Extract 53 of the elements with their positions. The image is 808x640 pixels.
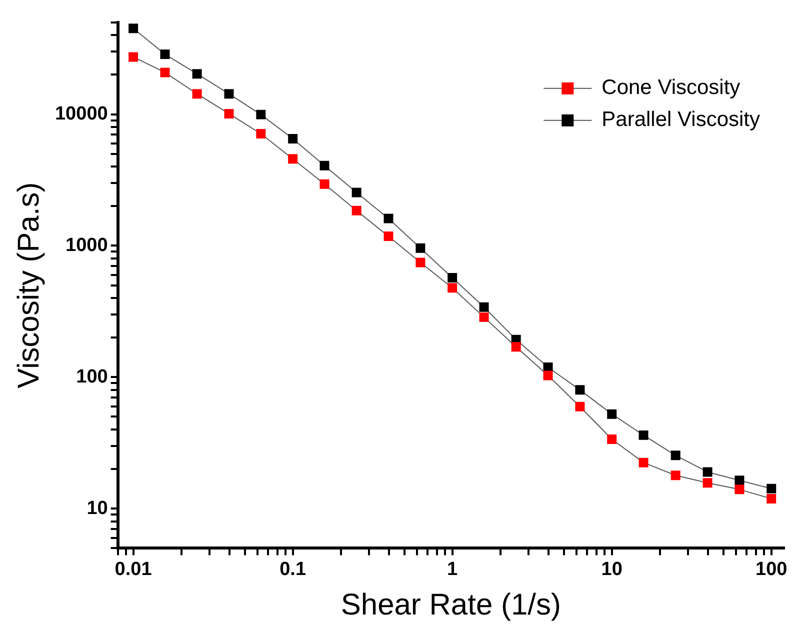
point: [288, 134, 298, 144]
point: [702, 478, 712, 488]
point: [288, 154, 298, 164]
point: [128, 24, 138, 34]
point: [575, 402, 585, 412]
point: [352, 206, 362, 216]
x-tick-label: 10: [601, 558, 622, 580]
point: [192, 89, 202, 99]
point: [734, 484, 744, 494]
point: [702, 467, 712, 477]
point: [670, 450, 680, 460]
point: [479, 302, 489, 312]
point: [766, 494, 776, 504]
point: [256, 129, 266, 138]
y-tick-label: 10000: [54, 104, 108, 125]
point: [416, 258, 426, 268]
point: [160, 50, 170, 60]
point: [320, 160, 330, 170]
point: [479, 312, 489, 322]
point: [384, 232, 394, 242]
point: [224, 108, 234, 118]
point: [256, 110, 266, 120]
point: [766, 484, 776, 494]
point: [192, 69, 202, 79]
point: [543, 370, 553, 380]
point: [670, 470, 680, 480]
point: [416, 243, 426, 253]
y-tick-label: 100: [76, 366, 108, 388]
point: [607, 409, 617, 419]
point: [320, 179, 330, 189]
legend-label: Cone Viscosity: [602, 76, 741, 100]
y-tick-label: 10: [86, 498, 108, 519]
y-tick-label: 1000: [66, 234, 108, 256]
point: [224, 89, 234, 99]
x-tick-label: 100: [756, 558, 788, 580]
point: [638, 430, 648, 440]
point: [128, 52, 138, 62]
x-tick-label: 1: [447, 558, 458, 580]
point: [160, 68, 170, 78]
point: [638, 458, 648, 468]
y-axis-title: Viscosity (Pa.s): [12, 182, 46, 388]
point: [575, 385, 585, 395]
point: [734, 476, 744, 486]
x-tick-label: 0.01: [114, 558, 152, 580]
point: [511, 342, 521, 352]
x-tick-label: 0.1: [280, 558, 306, 580]
point: [448, 283, 458, 293]
point: [448, 272, 458, 282]
x-axis-title: Shear Rate (1/s): [340, 588, 561, 622]
point: [607, 434, 617, 444]
point: [352, 188, 362, 198]
point: [384, 214, 394, 224]
legend-label: Parallel Viscosity: [602, 108, 760, 132]
